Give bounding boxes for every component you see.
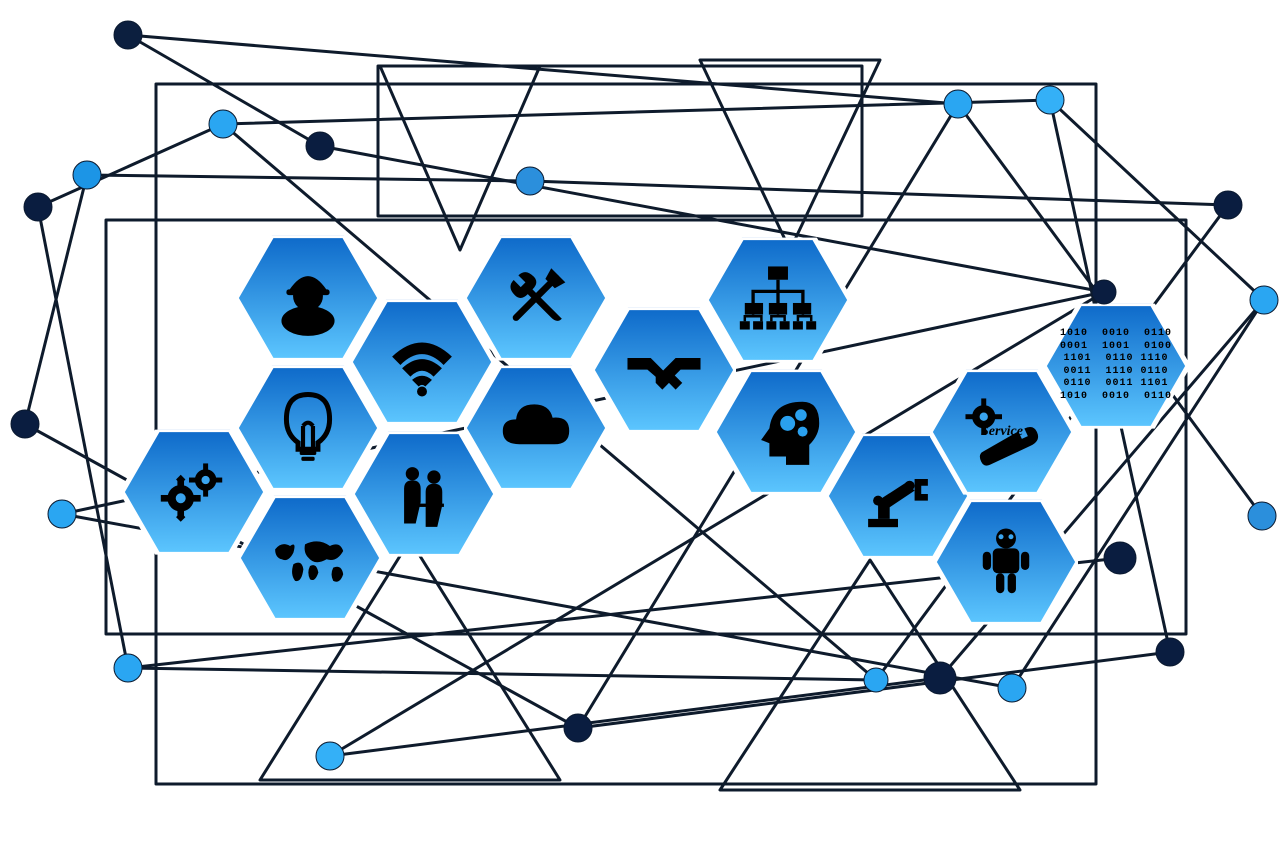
network-node-dot (114, 654, 142, 682)
diagram-stage: Service1010 0010 0110 0001 1001 0100 110… (0, 0, 1280, 853)
network-node-dot (924, 662, 956, 694)
network-node-dot (1092, 280, 1116, 304)
network-node-dot (11, 410, 39, 438)
network-node-dot (944, 90, 972, 118)
network-dots-layer (0, 0, 1280, 853)
network-node-dot (24, 193, 52, 221)
network-node-dot (316, 742, 344, 770)
network-node-dot (1036, 86, 1064, 114)
network-node-dot (209, 110, 237, 138)
network-node-dot (864, 668, 888, 692)
network-node-dot (1214, 191, 1242, 219)
network-node-dot (1104, 542, 1136, 574)
network-node-dot (1250, 286, 1278, 314)
network-node-dot (564, 714, 592, 742)
network-node-dot (73, 161, 101, 189)
network-node-dot (1156, 638, 1184, 666)
network-node-dot (516, 167, 544, 195)
network-node-dot (114, 21, 142, 49)
network-node-dot (1248, 502, 1276, 530)
network-node-dot (998, 674, 1026, 702)
network-node-dot (48, 500, 76, 528)
network-node-dot (306, 132, 334, 160)
